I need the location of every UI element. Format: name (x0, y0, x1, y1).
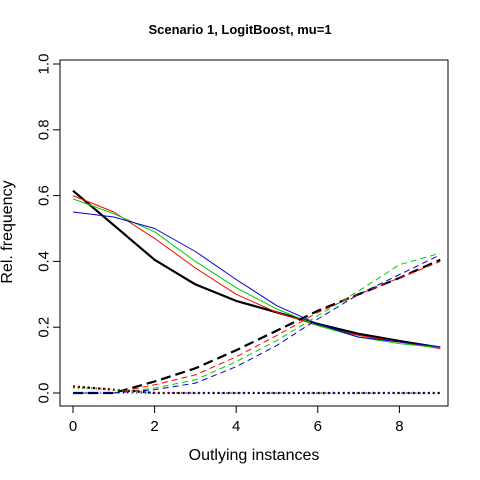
series-line-1 (72, 189, 441, 349)
x-tick-label: 6 (314, 418, 322, 435)
series-line-5 (73, 258, 441, 395)
y-tick-label: 0.6 (36, 185, 53, 206)
y-tick-label: 0.8 (36, 119, 53, 140)
chart-title: Scenario 1, LogitBoost, mu=1 (148, 22, 332, 37)
y-tick-label: 0.2 (36, 317, 53, 338)
x-axis-label: Outlying instances (188, 447, 320, 464)
x-tick-label: 4 (232, 418, 240, 435)
series-line-6 (73, 260, 441, 394)
x-tick-label: 0 (69, 418, 77, 435)
x-tick-label: 2 (150, 418, 158, 435)
y-tick-label: 0.0 (36, 383, 53, 404)
y-axis-label: Rel. frequency (0, 180, 16, 284)
axes: 0 2 4 6 8 0.0 0.2 0.4 0.6 0.8 1.0 (36, 54, 404, 435)
y-tick-label: 1.0 (36, 54, 53, 75)
x-tick-label: 8 (395, 418, 403, 435)
plot-area-frame (59, 59, 449, 407)
series-line-4 (72, 211, 441, 348)
series-line-7 (73, 252, 441, 394)
y-tick-label: 0.4 (36, 251, 53, 272)
series-lines (72, 189, 441, 395)
series-line-2 (72, 195, 441, 350)
series-line-8 (73, 254, 441, 394)
